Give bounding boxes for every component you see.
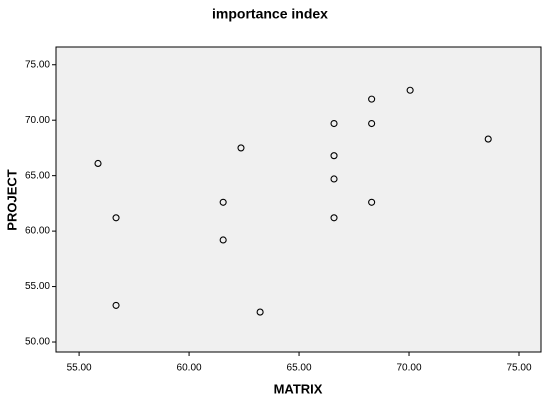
x-tick-label: 55.00	[67, 363, 92, 374]
y-tick-label: 70.00	[25, 115, 50, 126]
plot-area	[55, 46, 542, 353]
x-tick-label: 70.00	[397, 363, 422, 374]
point	[112, 301, 120, 309]
point	[219, 198, 227, 206]
x-axis-label: MATRIX	[274, 381, 323, 396]
point	[330, 214, 338, 222]
y-tick-label: 75.00	[25, 59, 50, 70]
x-tick-label: 65.00	[287, 363, 312, 374]
y-tick-label: 60.00	[25, 226, 50, 237]
y-tick-label: 50.00	[25, 337, 50, 348]
point	[330, 152, 338, 160]
chart-title: importance index	[212, 6, 328, 22]
point	[256, 308, 264, 316]
point	[406, 86, 414, 94]
point	[237, 144, 245, 152]
point	[368, 95, 376, 103]
point	[94, 159, 102, 168]
y-axis-label: PROJECT	[4, 169, 19, 230]
point	[330, 175, 338, 183]
point	[112, 214, 120, 222]
x-tick-label: 60.00	[177, 363, 202, 374]
y-tick-label: 65.00	[25, 170, 50, 181]
point	[368, 119, 376, 128]
point	[368, 198, 376, 206]
point	[484, 135, 492, 143]
y-tick-label: 55.00	[25, 281, 50, 292]
point	[330, 119, 338, 128]
x-tick-label: 75.00	[506, 363, 531, 374]
point	[219, 236, 227, 244]
